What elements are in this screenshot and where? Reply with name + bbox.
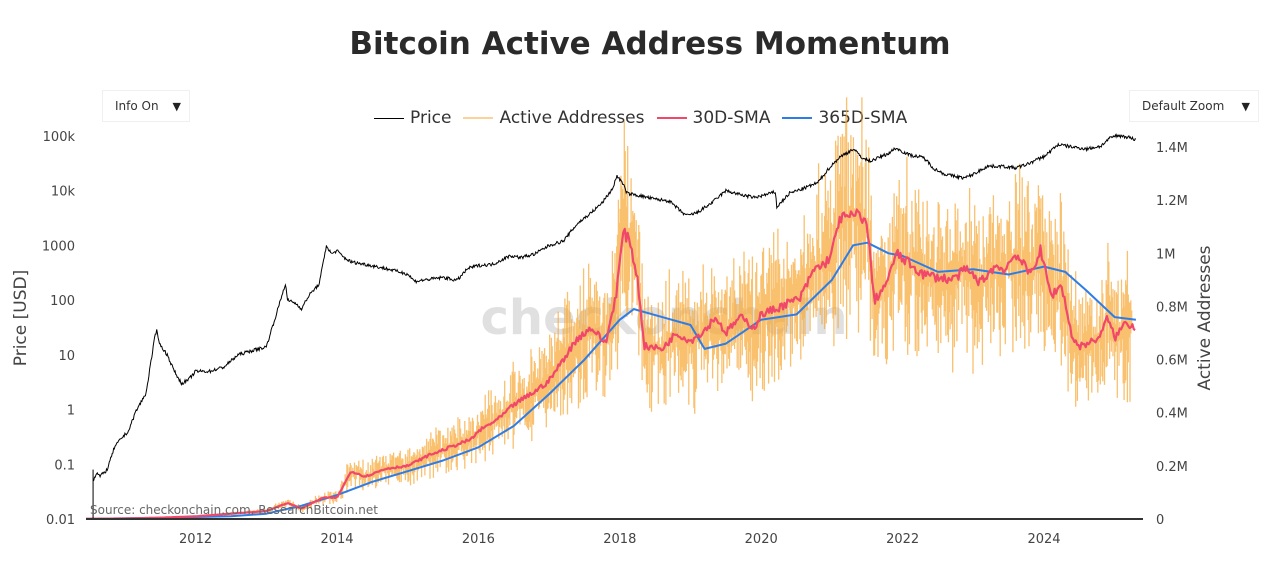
legend: Price Active Addresses 30D-SMA 365D-SMA [374, 106, 919, 130]
legend-swatch-365d-sma [782, 117, 813, 119]
y-left-tick-label: 10k [51, 185, 76, 200]
y-left-tick-label: 100 [50, 294, 75, 309]
dropdown-arrow-icon: ▼ [1241, 99, 1250, 113]
y-left-tick-label: 1 [67, 404, 75, 419]
legend-swatch-price [374, 117, 404, 119]
y-right-tick-label: 1.4M [1156, 141, 1188, 156]
legend-label: 30D-SMA [692, 108, 771, 128]
y-right-tick-label: 0.6M [1156, 354, 1188, 369]
zoom-dropdown[interactable]: Default Zoom ▼ [1129, 90, 1259, 122]
y-right-tick-label: 0.8M [1156, 300, 1188, 315]
info-dropdown-label: Info On [115, 99, 159, 113]
y-right-tick-label: 1.2M [1156, 194, 1188, 209]
y-left-tick-label: 0.1 [54, 458, 75, 473]
dropdown-arrow-icon: ▼ [172, 99, 181, 113]
x-tick-label: 2018 [603, 532, 636, 547]
y-right-tick-label: 0 [1156, 513, 1164, 528]
y-right-tick-label: 1M [1156, 247, 1176, 262]
legend-label: Active Addresses [499, 108, 645, 128]
y-axis-left-title: Price [USD] [11, 270, 31, 366]
legend-swatch-active-addresses [463, 117, 494, 119]
x-tick-label: 2020 [745, 532, 778, 547]
x-tick-label: 2016 [462, 532, 495, 547]
legend-item-30d-sma[interactable]: 30D-SMA [656, 108, 771, 128]
legend-item-price[interactable]: Price [374, 108, 451, 128]
x-tick-label: 2022 [886, 532, 919, 547]
y-left-tick-label: 100k [43, 130, 76, 145]
y-left-tick-label: 1000 [42, 239, 75, 254]
x-tick-label: 2014 [320, 532, 353, 547]
info-dropdown[interactable]: Info On ▼ [102, 90, 190, 122]
y-left-tick-label: 10 [58, 349, 75, 364]
x-tick-label: 2024 [1027, 532, 1060, 547]
y-right-tick-label: 0.4M [1156, 407, 1188, 422]
series-price [92, 133, 1137, 482]
legend-swatch-30d-sma [656, 117, 687, 119]
chart-title: Bitcoin Active Address Momentum [349, 26, 951, 62]
legend-label: Price [410, 108, 452, 128]
legend-item-365d-sma[interactable]: 365D-SMA [782, 108, 907, 128]
y-left-tick-label: 0.01 [46, 513, 75, 528]
y-axis-right-title: Active Addresses [1195, 245, 1215, 390]
x-tick-label: 2012 [179, 532, 212, 547]
legend-label: 365D-SMA [818, 108, 908, 128]
legend-item-active-addresses[interactable]: Active Addresses [463, 108, 645, 128]
y-right-tick-label: 0.2M [1156, 460, 1188, 475]
source-note: Source: checkonchain.com, ResearchBitcoi… [90, 503, 378, 517]
zoom-dropdown-label: Default Zoom [1142, 99, 1225, 113]
series-30d-sma [86, 208, 1136, 520]
